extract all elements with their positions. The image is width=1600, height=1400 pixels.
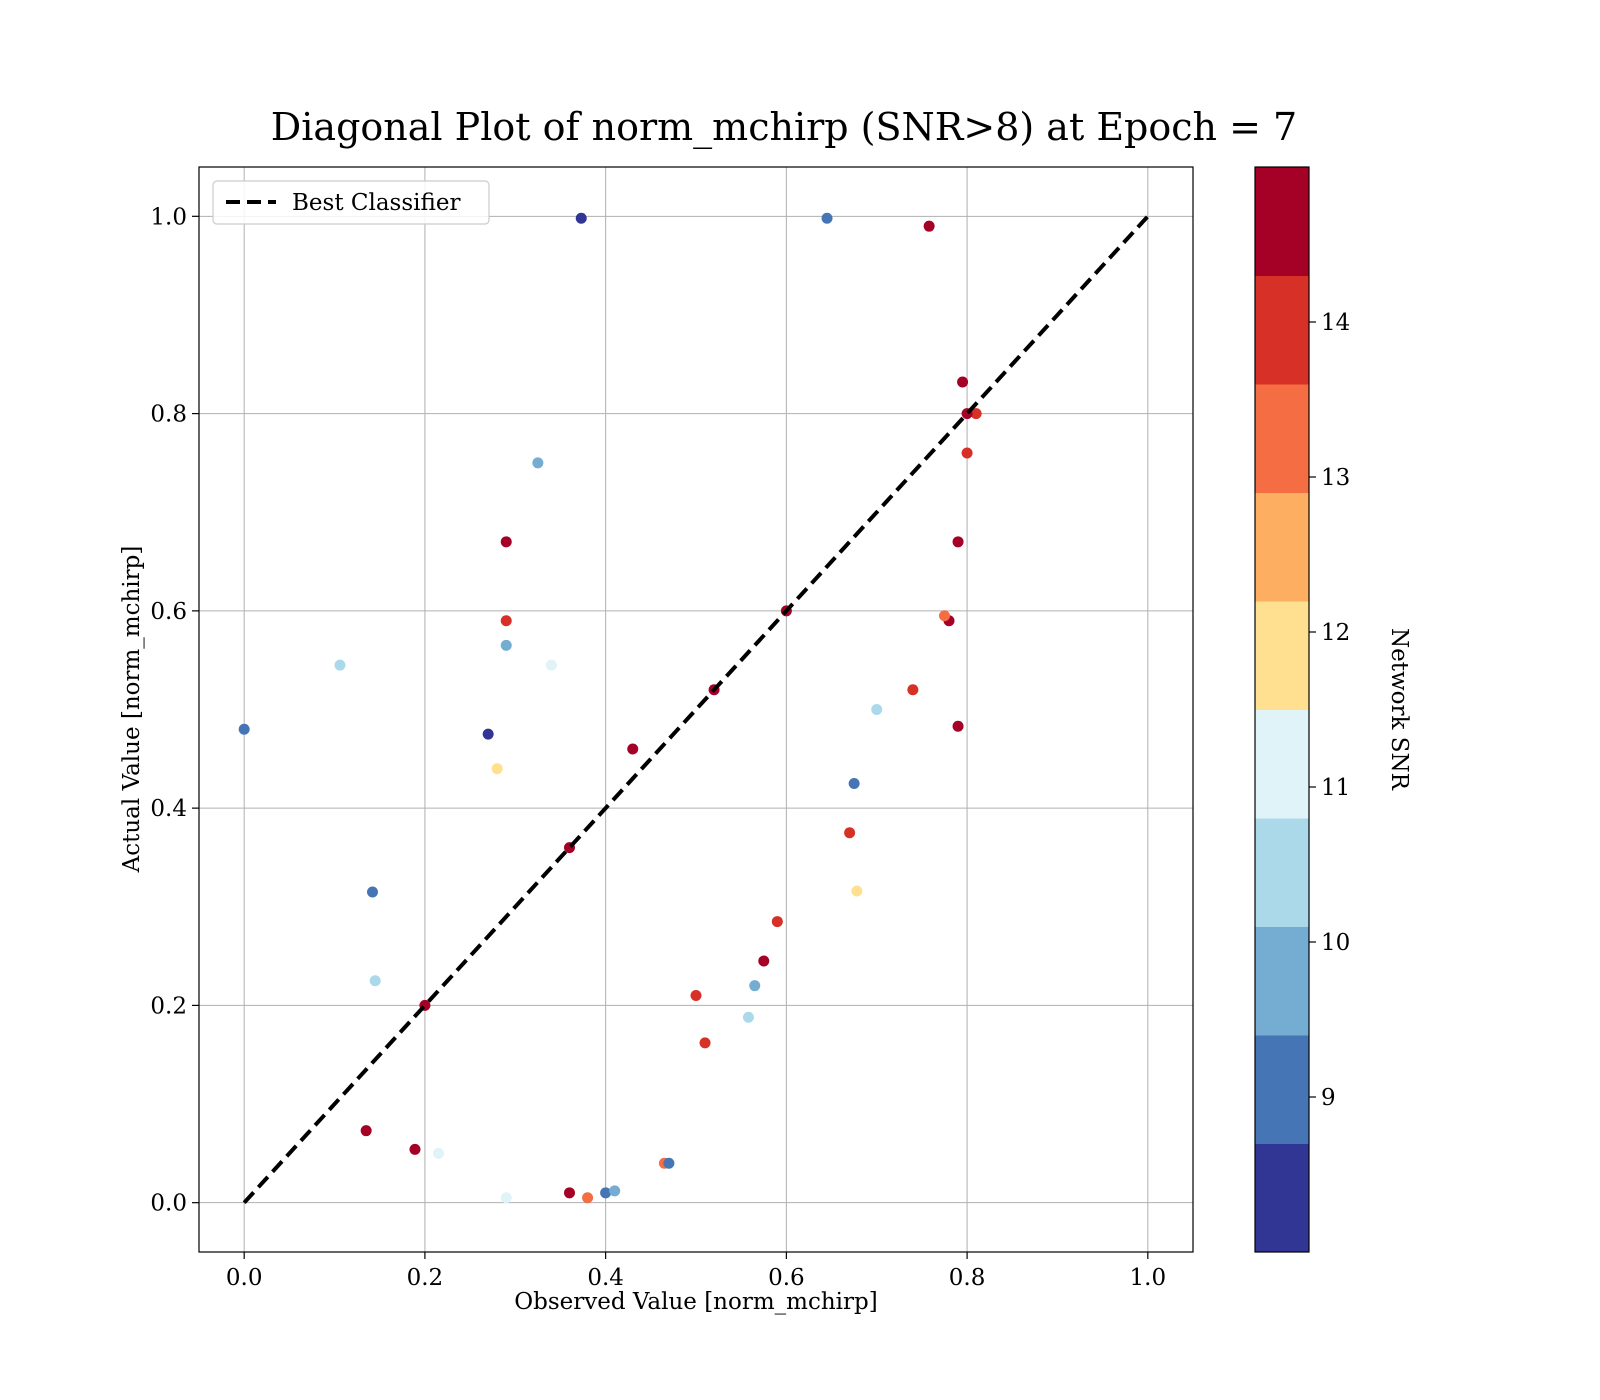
colorbar-bin xyxy=(1255,709,1309,819)
plot-area: 0.0 0.2 0.4 0.6 0.8 1.0 0.0 0.2 0.4 0.6 0.8 1.0 xyxy=(150,166,1194,1291)
chart-title: Diagonal Plot of norm_mchirp (SNR>8) at … xyxy=(271,105,1297,150)
y-axis-ticks: 0.0 0.2 0.4 0.6 0.8 1.0 xyxy=(150,204,199,1217)
scatter-point xyxy=(360,1125,372,1137)
x-tick-label: 0.2 xyxy=(407,1265,444,1291)
x-tick-label: 0.4 xyxy=(587,1265,624,1291)
colorbar-tick-label: 11 xyxy=(1321,775,1350,801)
colorbar-tick-label: 12 xyxy=(1321,620,1350,646)
scatter-point xyxy=(482,728,494,740)
best-classifier-line xyxy=(242,214,1150,1205)
scatter-point xyxy=(582,1192,594,1204)
legend: Best Classifier xyxy=(212,180,490,225)
colorbar-label: Network SNR xyxy=(1386,628,1412,791)
scatter-point xyxy=(663,1157,675,1169)
scatter-point xyxy=(532,457,544,469)
scatter-point xyxy=(545,659,557,671)
scatter-point xyxy=(627,743,639,755)
colorbar-frame xyxy=(1254,166,1310,1253)
scatter-point xyxy=(907,684,919,696)
x-tick-label: 0.6 xyxy=(768,1265,805,1291)
colorbar-tick-label: 14 xyxy=(1321,310,1350,336)
scatter-point xyxy=(432,1147,444,1159)
scatter-point xyxy=(366,886,378,898)
scatter-point xyxy=(923,220,935,232)
y-tick-label: 0.2 xyxy=(150,993,187,1019)
scatter-point xyxy=(871,704,883,715)
colorbar-bin xyxy=(1255,818,1309,927)
scatter-point xyxy=(952,536,964,548)
scatter-point xyxy=(742,1011,754,1023)
colorbar-tick-label: 10 xyxy=(1321,930,1350,956)
grid xyxy=(199,167,1193,1252)
scatter-point xyxy=(961,447,973,459)
colorbar-bin xyxy=(1255,1143,1309,1253)
x-axis-ticks: 0.0 0.2 0.4 0.6 0.8 1.0 xyxy=(226,1252,1166,1291)
scatter-point xyxy=(821,212,833,224)
colorbar-bin xyxy=(1255,167,1309,276)
legend-box xyxy=(212,180,490,225)
scatter-point xyxy=(970,408,982,420)
scatter-point xyxy=(939,610,950,622)
scatter-point xyxy=(749,980,761,992)
scatter-point xyxy=(500,639,512,651)
scatter-point xyxy=(957,376,969,388)
scatter-point xyxy=(771,916,783,928)
scatter-point xyxy=(500,615,512,627)
scatter-point xyxy=(758,955,770,967)
colorbar-bin xyxy=(1255,275,1309,385)
scatter-point xyxy=(575,212,587,224)
y-tick-label: 1.0 xyxy=(150,204,187,230)
colorbar-tick-label: 13 xyxy=(1321,465,1350,491)
colorbar-bin xyxy=(1255,492,1309,602)
y-tick-label: 0.0 xyxy=(150,1191,187,1217)
x-tick-label: 0.8 xyxy=(949,1265,986,1291)
y-axis-label: Actual Value [norm_mchirp] xyxy=(119,546,145,874)
scatter-point xyxy=(609,1185,621,1197)
x-tick-label: 0.0 xyxy=(226,1265,263,1291)
scatter-point xyxy=(844,827,856,839)
colorbar: 9 10 11 12 13 14 Network SNR xyxy=(1254,166,1412,1253)
scatter-point xyxy=(690,990,702,1002)
plot-frame xyxy=(198,166,1194,1253)
x-axis-label: Observed Value [norm_mchirp] xyxy=(514,1289,877,1315)
scatter-point xyxy=(848,777,860,789)
colorbar-bins xyxy=(1255,167,1309,1253)
colorbar-tick-label: 9 xyxy=(1321,1085,1336,1111)
scatter-point xyxy=(500,536,512,548)
scatter-point xyxy=(491,763,503,775)
scatter-point xyxy=(600,1187,612,1199)
scatter-point xyxy=(952,720,964,732)
scatter-point xyxy=(409,1143,421,1155)
scatter-point xyxy=(500,1192,512,1204)
x-tick-label: 1.0 xyxy=(1130,1265,1167,1291)
scatter-point xyxy=(334,659,346,671)
colorbar-ticks: 9 10 11 12 13 14 xyxy=(1309,310,1350,1111)
colorbar-bin xyxy=(1255,601,1309,710)
scatter-point xyxy=(851,885,863,897)
y-tick-label: 0.6 xyxy=(150,599,187,625)
scatter-points xyxy=(238,212,982,1204)
colorbar-bin xyxy=(1255,1035,1309,1144)
scatter-point xyxy=(699,1037,711,1049)
y-tick-label: 0.4 xyxy=(150,796,187,822)
scatter-point xyxy=(563,1187,575,1199)
colorbar-bin xyxy=(1255,384,1309,493)
colorbar-bin xyxy=(1255,926,1309,1036)
scatter-point xyxy=(369,975,381,987)
scatter-point xyxy=(238,723,250,735)
y-tick-label: 0.8 xyxy=(150,402,187,428)
legend-label: Best Classifier xyxy=(292,190,460,216)
